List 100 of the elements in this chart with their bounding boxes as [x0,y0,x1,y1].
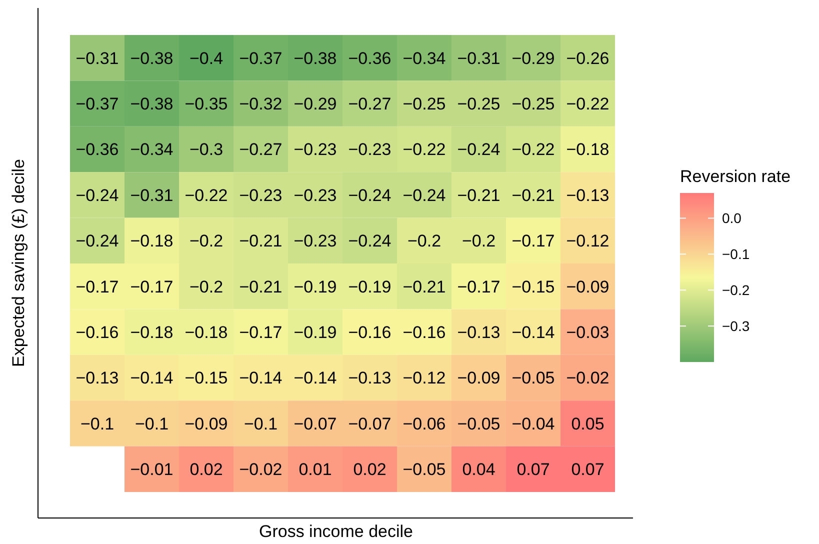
data-label: −0.38 [130,94,174,114]
data-label: −0.17 [512,232,555,251]
data-label: −0.13 [76,368,119,388]
data-label: −0.17 [76,277,119,296]
data-label: −0.13 [566,186,610,205]
data-label: −0.07 [294,414,337,434]
data-label: −0.37 [239,48,282,68]
data-label: −0.05 [457,414,500,434]
data-label: −0.02 [239,460,282,480]
data-label: −0.16 [348,323,392,342]
color-bar-label: −0.3 [722,318,750,334]
data-label: −0.21 [239,232,282,251]
data-label: −0.3 [189,140,224,160]
data-label: −0.23 [294,232,337,251]
data-label: −0.36 [348,48,392,68]
data-label: −0.19 [294,323,337,342]
data-label: −0.05 [512,368,555,388]
data-label: −0.21 [512,186,555,205]
data-label: −0.14 [130,368,174,388]
data-label: −0.27 [348,94,392,114]
data-label: −0.34 [130,140,174,160]
data-label: −0.01 [130,460,174,480]
data-label: −0.07 [348,414,392,434]
data-label: −0.17 [130,277,174,296]
data-label: −0.2 [189,232,224,251]
data-label: −0.19 [348,277,392,296]
data-label: −0.24 [457,140,500,160]
data-label: −0.22 [512,140,555,160]
data-label: −0.25 [402,94,446,114]
data-label: −0.26 [566,48,610,68]
data-label: −0.1 [134,414,169,434]
data-label: 0.05 [571,414,604,434]
data-label: 0.02 [190,460,223,480]
data-label: −0.31 [130,186,174,205]
legend-title: Reversion rate [680,167,791,186]
data-label: −0.38 [294,48,337,68]
data-label: −0.31 [457,48,500,68]
data-label: −0.27 [239,140,282,160]
data-label: −0.1 [80,414,114,434]
data-label: −0.12 [566,232,610,251]
data-label: −0.03 [566,323,610,342]
data-label: −0.02 [566,368,610,388]
data-label: −0.17 [457,277,500,296]
data-label: −0.1 [244,414,278,434]
data-label: −0.13 [457,323,500,342]
data-label: −0.23 [294,186,337,205]
data-label: −0.29 [512,48,555,68]
data-label: −0.2 [189,277,224,296]
data-label: −0.35 [184,94,228,114]
data-label: −0.2 [407,232,442,251]
data-label: −0.17 [239,323,282,342]
data-label: −0.29 [294,94,337,114]
data-label: −0.18 [130,323,174,342]
color-bar-label: 0.0 [722,210,742,226]
data-label: −0.09 [457,368,500,388]
data-label: −0.24 [348,186,392,205]
data-label: −0.15 [512,277,555,296]
data-label: −0.31 [76,48,119,68]
data-label: −0.23 [294,140,337,160]
data-label: −0.19 [294,277,337,296]
data-label: −0.23 [348,140,392,160]
data-label: −0.22 [402,140,446,160]
data-label: 0.04 [462,460,496,480]
data-label: −0.09 [566,277,610,296]
data-label: −0.32 [239,94,282,114]
data-label: −0.23 [239,186,282,205]
data-label: −0.2 [462,232,496,251]
data-label: −0.21 [239,277,282,296]
data-label: −0.25 [512,94,555,114]
data-label: −0.05 [402,460,446,480]
data-label: −0.24 [348,232,392,251]
data-label: −0.12 [402,368,446,388]
data-label: −0.24 [402,186,446,205]
data-label: −0.18 [566,140,610,160]
data-label: −0.21 [402,277,446,296]
data-label: −0.04 [512,414,555,434]
data-label: −0.06 [402,414,446,434]
data-label: −0.21 [457,186,500,205]
y-axis-title: Expected savings (£) decile [9,159,28,367]
data-label: −0.14 [239,368,282,388]
data-label: −0.14 [512,323,555,342]
data-label: −0.4 [189,48,224,68]
data-label: −0.38 [130,48,174,68]
color-bar-label: −0.2 [722,282,750,298]
data-label: −0.09 [184,414,228,434]
data-label: −0.16 [402,323,446,342]
data-label: −0.25 [457,94,500,114]
data-label: −0.34 [402,48,446,68]
data-label: −0.22 [184,186,228,205]
data-label: −0.14 [294,368,337,388]
data-label: −0.37 [76,94,119,114]
data-label: −0.18 [184,323,228,342]
data-label: −0.13 [348,368,392,388]
data-label: 0.07 [516,460,550,480]
data-label: 0.01 [298,460,332,480]
data-label: −0.15 [184,368,228,388]
data-label: −0.22 [566,94,610,114]
data-label: 0.07 [571,460,604,480]
data-label: −0.18 [130,232,174,251]
color-bar-label: −0.1 [722,246,750,262]
